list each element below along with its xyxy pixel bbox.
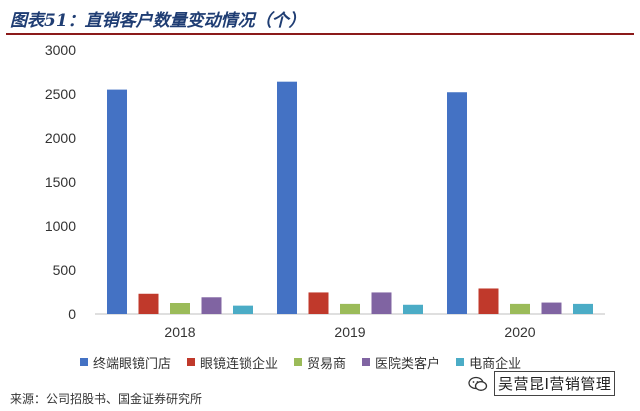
legend-label: 电商企业 [469,356,522,372]
bar [233,305,253,314]
legend-swatch [362,358,371,366]
legend-label: 贸易商 [307,356,347,372]
legend-item: 贸易商 [294,353,346,372]
bar [340,303,360,314]
bar [447,92,467,314]
x-tick-label: 2019 [334,324,365,340]
legend-swatch [294,358,303,366]
y-tick-label: 2000 [45,130,76,146]
x-tick-label: 2020 [504,324,535,340]
bar [478,288,499,314]
y-tick-label: 0 [68,306,76,322]
watermark-text: 吴营昆I营销管理 [494,371,616,396]
title-bar: 图表51：直销客户数量变动情况（个） [0,0,640,35]
bar [138,293,159,314]
bar [541,302,562,314]
title-divider [6,33,634,35]
legend-item: 眼镜连锁企业 [187,353,278,372]
watermark: 吴营昆I营销管理 [468,371,616,396]
x-tick-label: 2018 [164,324,195,340]
legend-item: 电商企业 [456,353,521,372]
legend-label: 眼镜连锁企业 [200,356,279,372]
bar [201,297,222,314]
legend-label: 医院类客户 [375,356,441,372]
bar [510,303,530,314]
y-tick-label: 1000 [45,218,76,234]
legend-swatch [187,358,196,366]
bar [277,81,297,315]
bar [573,303,593,314]
source-note: 来源：公司招股书、国金证券研究所 [10,392,203,406]
page-title: 图表51：直销客户数量变动情况（个） [10,11,306,31]
bar [403,304,423,314]
y-tick-label: 500 [53,262,77,278]
y-tick-label: 1500 [45,174,76,190]
bar [371,292,392,314]
chart-legend: 终端眼镜门店 眼镜连锁企业 贸易商 医院类客户 电商企业 [80,353,537,372]
bar [308,292,329,314]
bar [107,89,127,314]
y-tick-label: 2500 [45,86,76,102]
legend-swatch [456,358,465,366]
bar-chart: 0 500 1000 1500 2000 2500 3000 2018 2019 2020 [45,42,605,340]
wechat-icon [468,376,488,391]
bar [170,303,190,314]
legend-swatch [80,358,88,366]
legend-item: 终端眼镜门店 [80,353,171,372]
y-tick-label: 3000 [45,42,76,58]
legend-item: 医院类客户 [362,353,440,372]
legend-label: 终端眼镜门店 [93,356,172,372]
